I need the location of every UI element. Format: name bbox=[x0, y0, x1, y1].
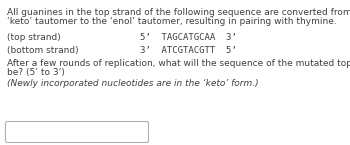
Text: (Newly incorporated nucleotides are in the ‘keto’ form.): (Newly incorporated nucleotides are in t… bbox=[7, 79, 259, 88]
Text: (bottom strand): (bottom strand) bbox=[7, 46, 79, 55]
Text: After a few rounds of replication, what will the sequence of the mutated top str: After a few rounds of replication, what … bbox=[7, 59, 350, 68]
Text: 3’  ATCGTACGTT  5’: 3’ ATCGTACGTT 5’ bbox=[140, 46, 237, 55]
Text: ‘keto’ tautomer to the ‘enol’ tautomer, resulting in pairing with thymine.: ‘keto’ tautomer to the ‘enol’ tautomer, … bbox=[7, 17, 337, 26]
Text: 5’  TAGCATGCAA  3’: 5’ TAGCATGCAA 3’ bbox=[140, 33, 237, 42]
FancyBboxPatch shape bbox=[6, 122, 148, 143]
Text: be? (5’ to 3’): be? (5’ to 3’) bbox=[7, 68, 65, 77]
Text: All guanines in the top strand of the following sequence are converted from the: All guanines in the top strand of the fo… bbox=[7, 8, 350, 17]
Text: (top strand): (top strand) bbox=[7, 33, 61, 42]
